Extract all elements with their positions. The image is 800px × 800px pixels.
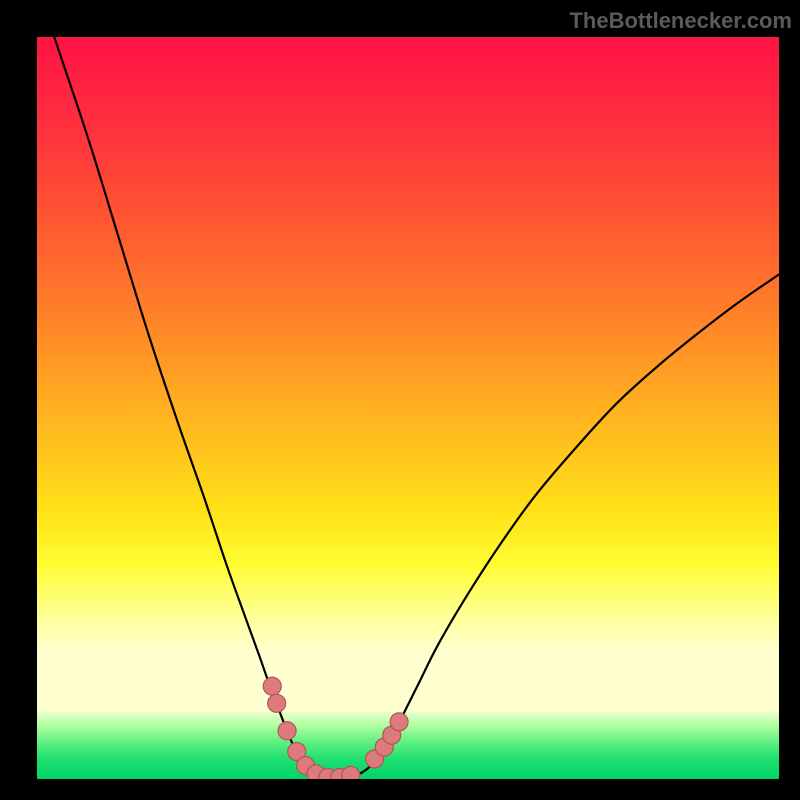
marker-point (342, 766, 360, 784)
curve-right (332, 274, 779, 778)
watermark-text: TheBottlenecker.com (569, 8, 792, 34)
curve-left (37, 0, 332, 778)
marker-point (390, 713, 408, 731)
marker-point (268, 694, 286, 712)
chart-svg (0, 0, 800, 800)
marker-point (263, 677, 281, 695)
marker-point (278, 722, 296, 740)
